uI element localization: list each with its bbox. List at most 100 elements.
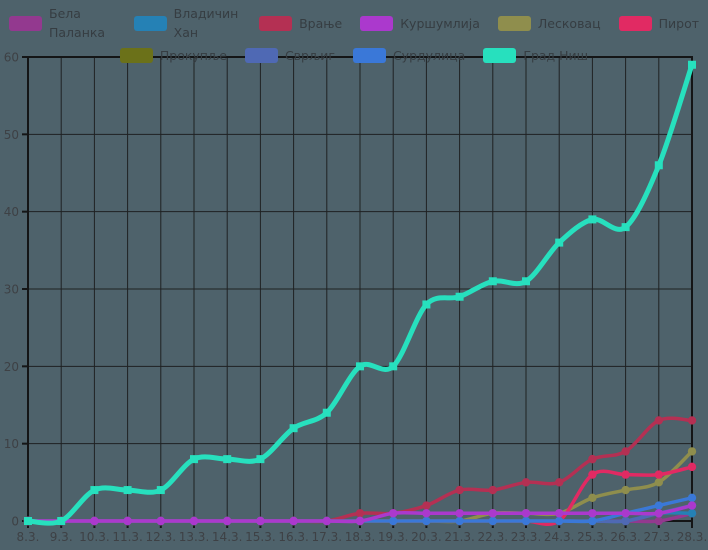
legend-item-5[interactable]: Пирот	[618, 14, 699, 33]
series-marker-8[interactable]	[389, 516, 398, 526]
series-marker-2[interactable]	[687, 416, 697, 425]
series-marker-9[interactable]	[90, 486, 99, 495]
series-marker-9[interactable]	[654, 161, 663, 170]
series-marker-3[interactable]	[422, 509, 431, 518]
series-marker-9[interactable]	[356, 362, 364, 371]
legend-item-2[interactable]: Врање	[259, 14, 342, 33]
series-marker-9[interactable]	[123, 486, 132, 495]
series-marker-9[interactable]	[522, 277, 530, 286]
series-marker-1[interactable]	[687, 509, 697, 518]
x-axis-label: 16.3.	[278, 530, 309, 544]
series-marker-4[interactable]	[588, 493, 597, 502]
series-marker-3[interactable]	[256, 516, 265, 526]
legend-item-0[interactable]: Бела Паланка	[9, 4, 116, 42]
series-marker-2[interactable]	[521, 478, 531, 487]
series-marker-9[interactable]	[422, 300, 431, 309]
series-marker-3[interactable]	[289, 516, 298, 526]
series-marker-8[interactable]	[588, 516, 597, 526]
x-axis-label: 8.3.	[17, 530, 40, 544]
series-marker-4[interactable]	[687, 447, 697, 456]
series-marker-8[interactable]	[422, 516, 431, 526]
legend-row-1: Бела Паланка Владичин Хан Врање Куршумлија Л…	[0, 4, 708, 42]
series-marker-2[interactable]	[588, 454, 597, 464]
series-marker-8[interactable]	[654, 501, 663, 510]
series-marker-3[interactable]	[521, 509, 531, 518]
y-axis-label: 60	[4, 51, 19, 65]
series-marker-3[interactable]	[90, 516, 99, 526]
series-marker-8[interactable]	[488, 516, 497, 526]
series-marker-8[interactable]	[455, 516, 464, 526]
legend-swatch-icon	[259, 15, 293, 31]
series-marker-3[interactable]	[223, 516, 232, 526]
series-marker-3[interactable]	[488, 509, 497, 518]
x-axis-label: 14.3.	[212, 530, 243, 544]
legend-swatch-icon	[360, 15, 394, 31]
series-marker-8[interactable]	[521, 516, 531, 526]
series-marker-9[interactable]	[621, 223, 630, 232]
legend-label: Пирот	[658, 15, 699, 31]
legend-item-1[interactable]: Владичин Хан	[133, 4, 241, 42]
legend-item-8[interactable]: Сурдулица	[352, 46, 465, 65]
series-marker-2[interactable]	[355, 509, 365, 518]
series-marker-2[interactable]	[422, 501, 431, 510]
legend-item-9[interactable]: Град Ниш	[483, 46, 588, 65]
series-marker-2[interactable]	[555, 478, 564, 487]
x-axis-label: 12.3.	[146, 530, 177, 544]
x-axis-label: 23.3.	[511, 530, 542, 544]
series-marker-8[interactable]	[555, 516, 564, 526]
series-marker-3[interactable]	[156, 516, 165, 526]
series-marker-2[interactable]	[488, 485, 497, 495]
series-marker-3[interactable]	[389, 509, 398, 518]
series-marker-2[interactable]	[654, 416, 663, 425]
legend-label: Владичин Хан	[173, 6, 239, 40]
series-marker-9[interactable]	[24, 517, 32, 525]
legend-item-6[interactable]: Прокупље	[119, 46, 227, 65]
series-marker-5[interactable]	[654, 470, 663, 479]
legend-swatch-icon	[483, 48, 517, 63]
series-marker-3[interactable]	[588, 509, 597, 518]
x-axis-label: 27.3.	[644, 530, 675, 544]
series-marker-3[interactable]	[621, 509, 630, 518]
series-marker-3[interactable]	[555, 509, 564, 518]
legend-swatch-icon	[244, 48, 278, 63]
series-marker-9[interactable]	[488, 277, 497, 286]
series-marker-5[interactable]	[687, 462, 697, 472]
series-marker-9[interactable]	[57, 517, 66, 525]
series-marker-2[interactable]	[621, 447, 630, 456]
series-marker-2[interactable]	[455, 485, 464, 495]
series-marker-9[interactable]	[688, 60, 696, 69]
series-marker-3[interactable]	[123, 516, 132, 526]
series-marker-4[interactable]	[654, 478, 663, 487]
series-marker-9[interactable]	[455, 292, 464, 301]
series-marker-3[interactable]	[455, 509, 464, 518]
series-marker-7[interactable]	[621, 516, 630, 526]
series-marker-9[interactable]	[223, 455, 232, 464]
series-marker-9[interactable]	[289, 424, 298, 433]
x-axis-label: 19.3.	[378, 530, 409, 544]
series-marker-5[interactable]	[621, 470, 630, 479]
series-marker-3[interactable]	[654, 509, 663, 518]
series-marker-9[interactable]	[555, 238, 564, 247]
series-marker-3[interactable]	[687, 501, 697, 510]
series-marker-3[interactable]	[189, 516, 199, 526]
y-axis-label: 20	[4, 360, 19, 374]
legend-item-4[interactable]: Лесковац	[497, 14, 601, 33]
series-marker-8[interactable]	[687, 493, 697, 502]
series-marker-9[interactable]	[588, 215, 597, 224]
series-marker-9[interactable]	[322, 408, 331, 417]
legend-item-7[interactable]: Сврљиг	[244, 46, 335, 65]
legend-item-3[interactable]: Куршумлија	[360, 14, 480, 33]
series-marker-9[interactable]	[156, 486, 165, 495]
series-marker-9[interactable]	[389, 362, 398, 371]
series-marker-0[interactable]	[654, 516, 663, 526]
x-axis-label: 17.3.	[312, 530, 343, 544]
series-marker-9[interactable]	[190, 455, 198, 464]
series-marker-9[interactable]	[256, 455, 265, 464]
series-marker-3[interactable]	[355, 516, 365, 526]
legend-swatch-icon	[352, 48, 386, 63]
x-axis-label: 9.3.	[50, 530, 73, 544]
series-marker-3[interactable]	[322, 516, 331, 526]
series-marker-5[interactable]	[588, 470, 597, 479]
series-marker-4[interactable]	[621, 485, 630, 495]
